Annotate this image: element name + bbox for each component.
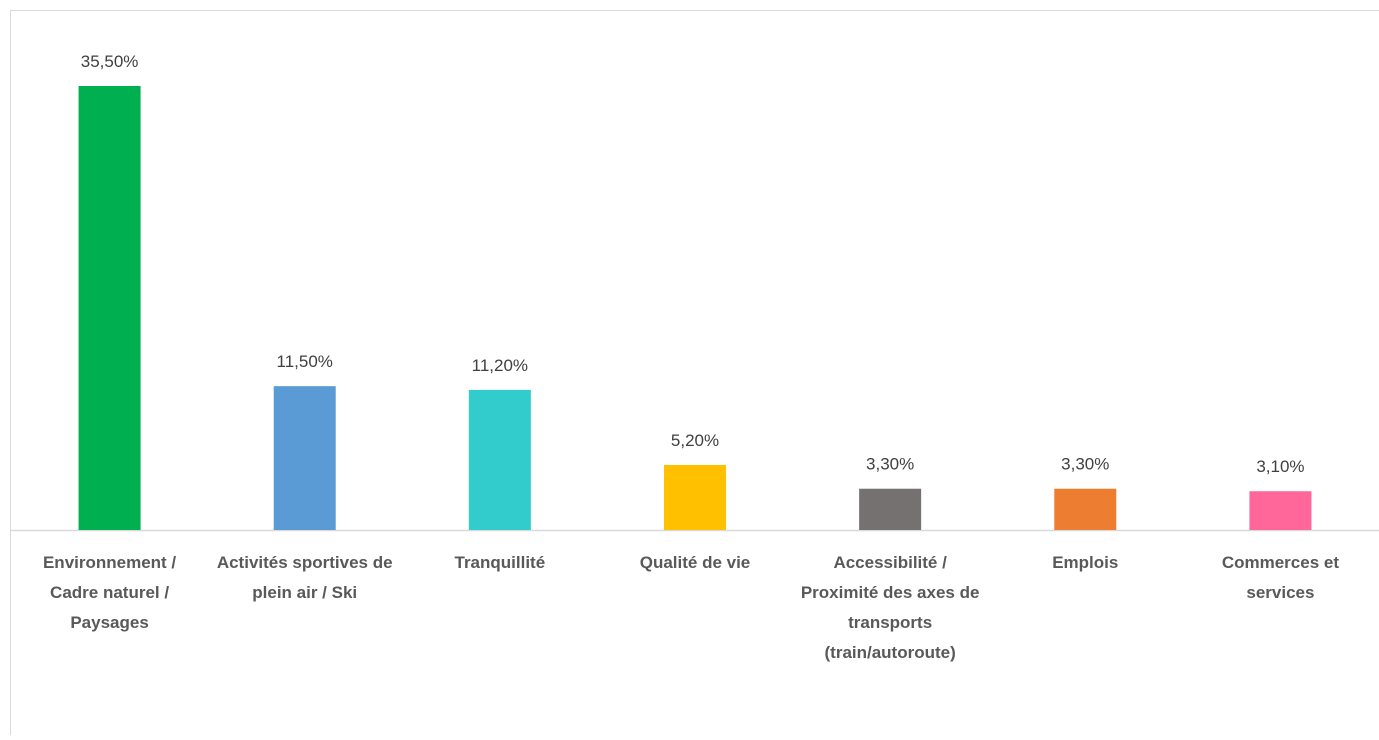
x-tick-label: Emplois [1052, 553, 1118, 572]
x-tick-label: Environnement /Cadre naturel /Paysages [43, 553, 176, 632]
bar [79, 86, 141, 530]
bar [274, 386, 336, 530]
value-label: 11,50% [277, 352, 333, 371]
bar [664, 465, 726, 530]
value-label: 11,20% [472, 356, 528, 375]
value-label: 35,50% [81, 52, 139, 71]
value-label: 3,10% [1256, 457, 1304, 476]
bar [1249, 491, 1311, 530]
value-label: 3,30% [1061, 455, 1109, 474]
x-tick-label: Qualité de vie [640, 553, 751, 572]
chart-frame [11, 11, 1379, 736]
value-label: 3,30% [866, 455, 914, 474]
bar [469, 390, 531, 530]
bar [1054, 489, 1116, 530]
bar [859, 489, 921, 530]
x-tick-label: Tranquillité [455, 553, 546, 572]
value-label: 5,20% [671, 431, 719, 450]
